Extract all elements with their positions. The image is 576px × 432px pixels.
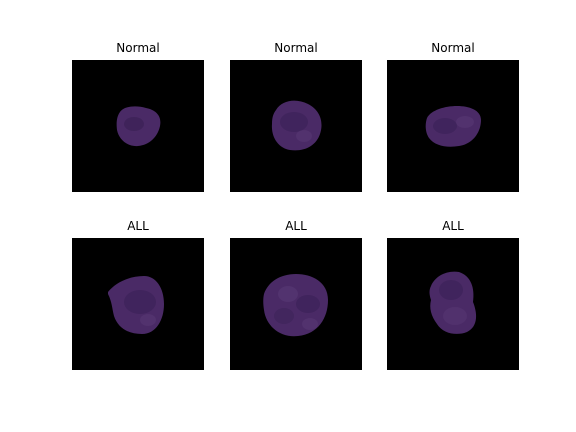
panel-title: Normal [431, 41, 475, 55]
cell-image [230, 60, 362, 192]
panel-title: ALL [442, 219, 464, 233]
cell-image [387, 238, 519, 370]
panel-4: ALL [72, 219, 204, 370]
cell-image [72, 60, 204, 192]
panel-6: ALL [387, 219, 519, 370]
cell-image [72, 238, 204, 370]
cell-image [230, 238, 362, 370]
panel-3: Normal [387, 41, 519, 192]
panel-title: ALL [285, 219, 307, 233]
panel-title: ALL [127, 219, 149, 233]
panel-title: Normal [116, 41, 160, 55]
panel-5: ALL [230, 219, 362, 370]
cell-image [387, 60, 519, 192]
panel-1: Normal [72, 41, 204, 192]
panel-2: Normal [230, 41, 362, 192]
panel-title: Normal [274, 41, 318, 55]
